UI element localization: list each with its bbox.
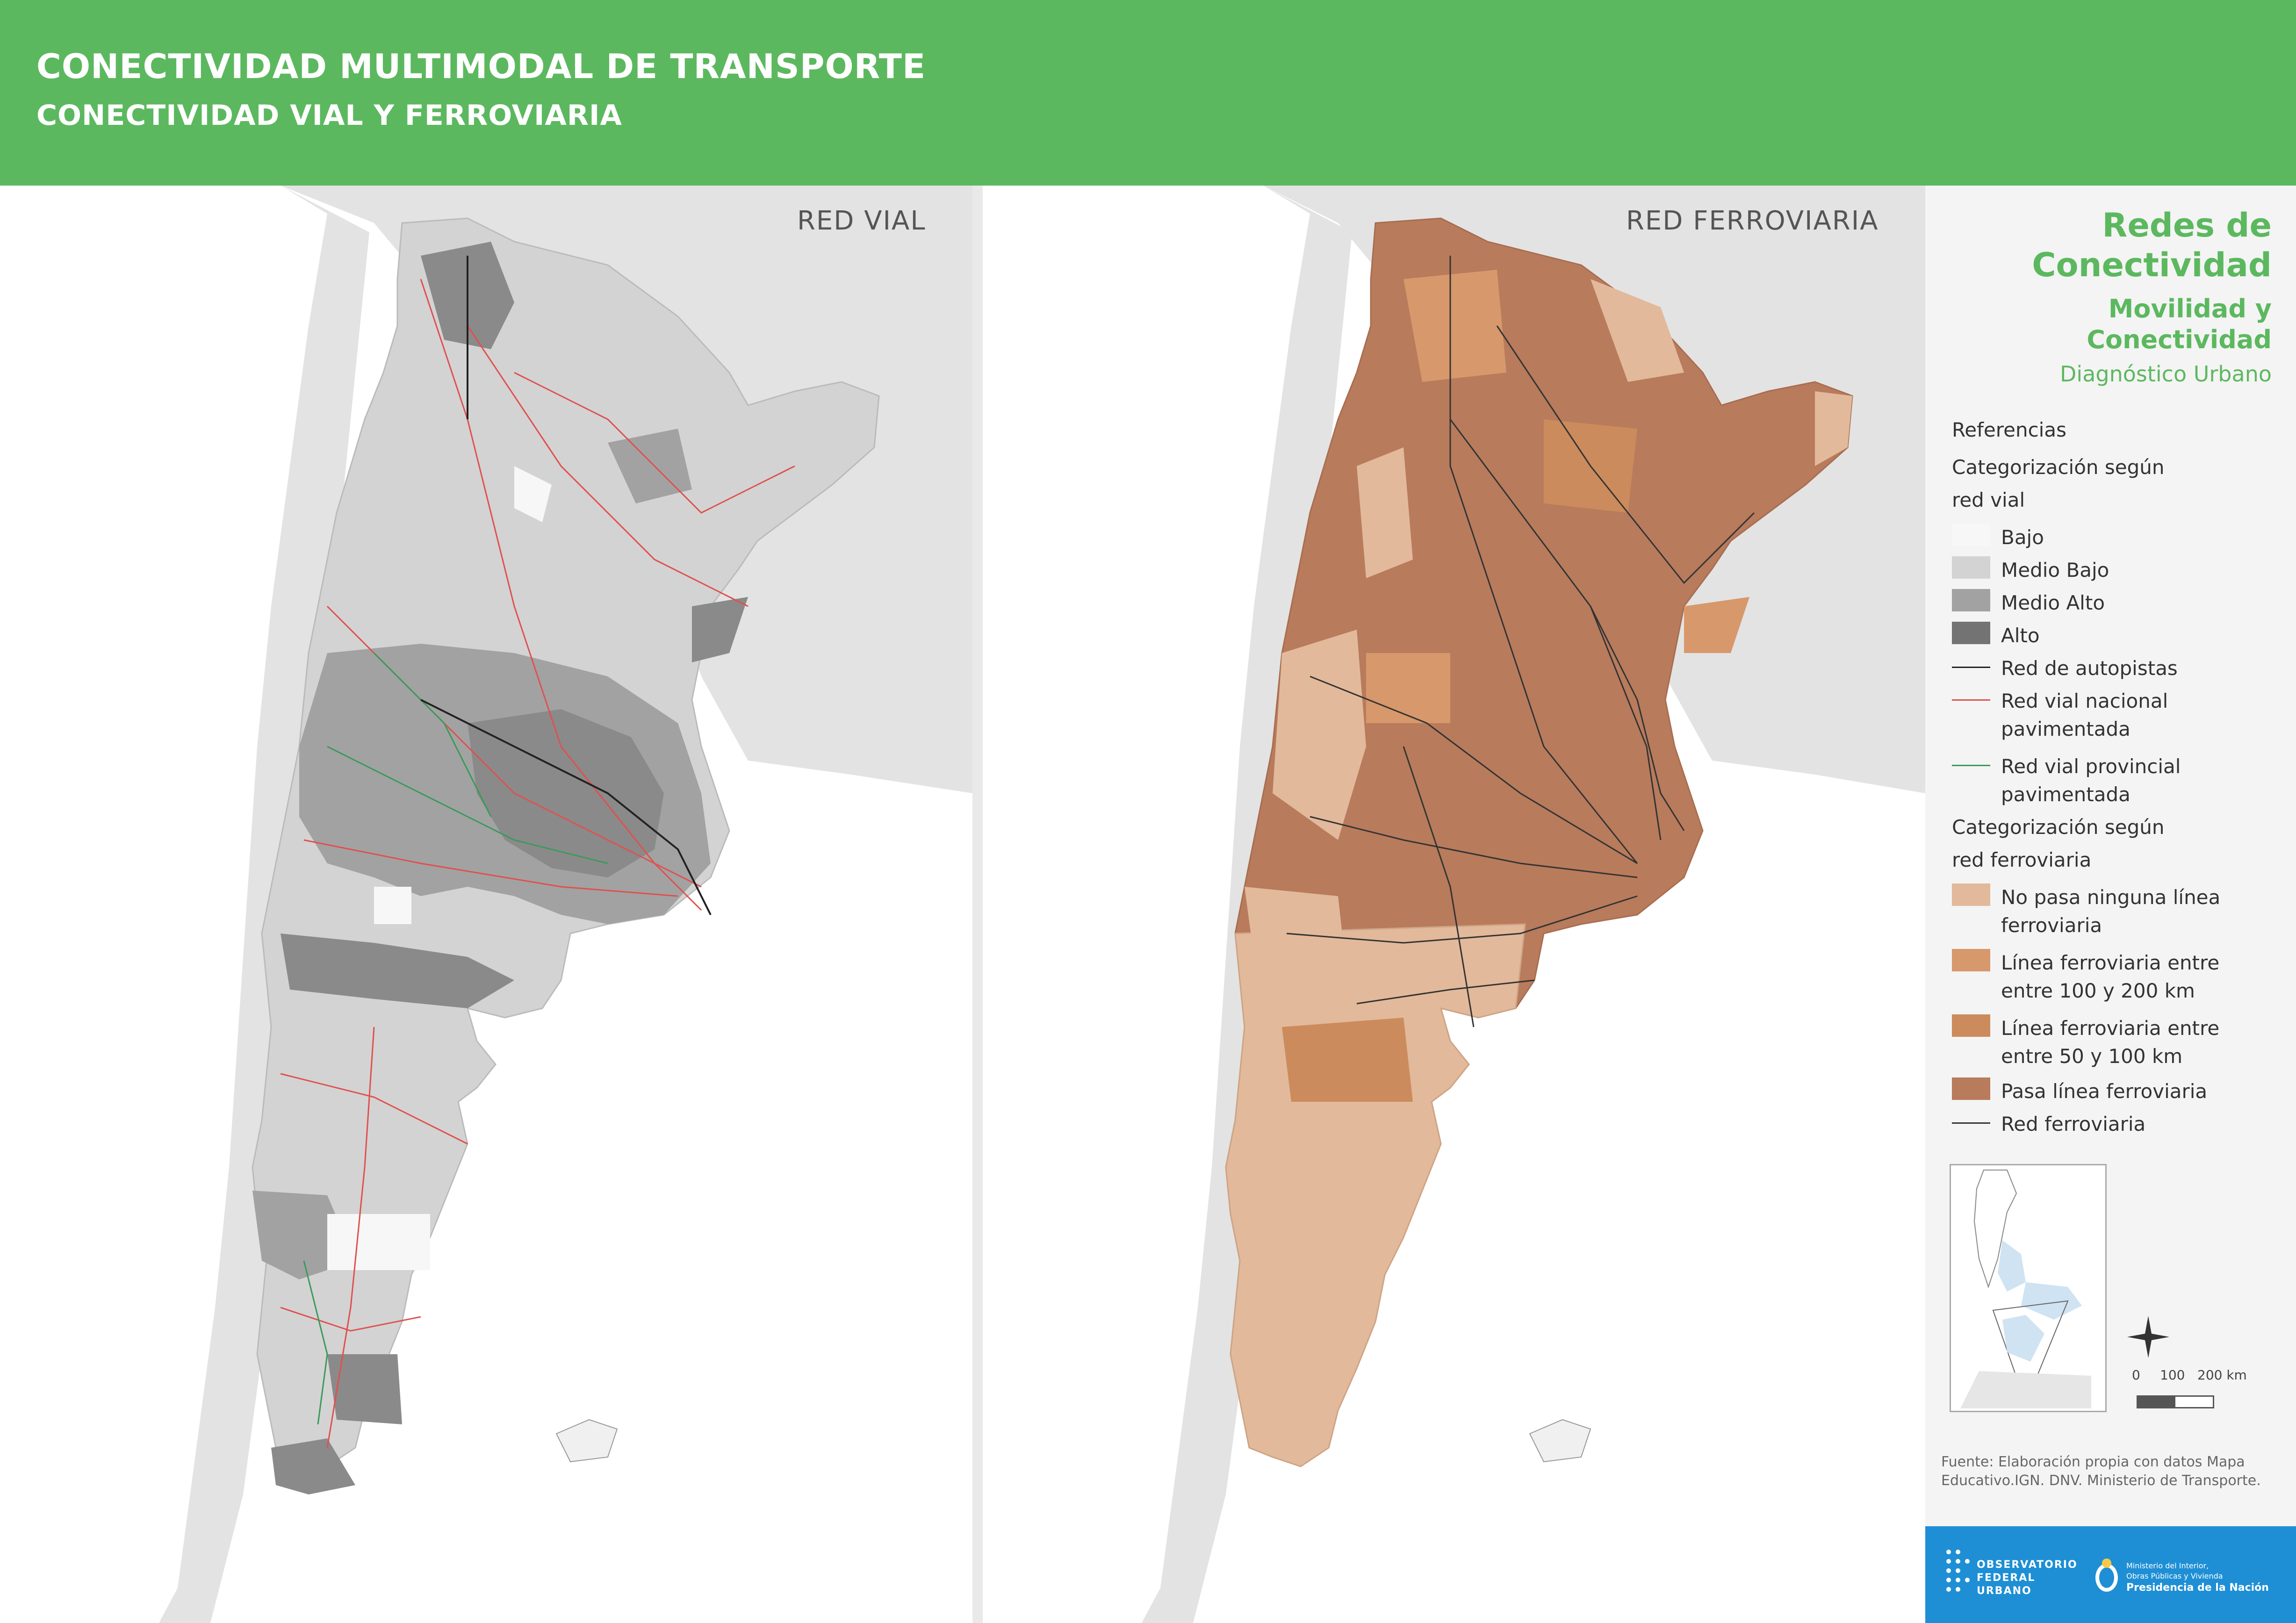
legend-label: Bajo (2001, 526, 2044, 549)
legend-label: Medio Alto (2001, 591, 2105, 614)
sidebar-subtitle-3: Diagnóstico Urbano (2060, 361, 2272, 387)
legend-swatch (1952, 589, 1990, 611)
legend-swatch (1952, 622, 1990, 644)
page-subtitle: CONECTIVIDAD VIAL Y FERROVIARIA (36, 99, 622, 132)
escudo-icon (2095, 1558, 2118, 1592)
legend-label: Red vial nacional (2001, 689, 2168, 712)
header-bar: CONECTIVIDAD MULTIMODAL DE TRANSPORTE CO… (0, 0, 2296, 186)
sidebar-title-2: Conectividad (2032, 246, 2272, 284)
legend-label: Alto (2001, 624, 2040, 647)
sidebar-subtitle-1: Movilidad y (2108, 294, 2272, 323)
source-note: Fuente: Elaboración propia con datos Map… (1941, 1454, 2261, 1489)
legend-line (1952, 765, 1990, 766)
scale-bar-fill (2138, 1397, 2175, 1407)
observatorio-text-1: OBSERVATORIO (1977, 1559, 2078, 1571)
observatorio-text-2: FEDERAL (1977, 1572, 2036, 1584)
legend-label-2: pavimentada (2001, 783, 2130, 806)
legend-swatch (1952, 556, 1990, 579)
legend-label: Línea ferroviaria entre (2001, 1017, 2220, 1040)
legend-line (1952, 1122, 1990, 1124)
observatorio-text-3: URBANO (1977, 1585, 2032, 1597)
legend-label: Pasa línea ferroviaria (2001, 1080, 2208, 1103)
sidebar-subtitle-2: Conectividad (2087, 325, 2272, 354)
inset-map-svg (1960, 1170, 2091, 1408)
legend-label: No pasa ninguna línea (2001, 886, 2221, 909)
red-ferroviaria-map-svg (1142, 186, 1925, 1623)
legend-label-2: entre 100 y 200 km (2001, 979, 2195, 1002)
legend-line (1952, 667, 1990, 668)
sidebar-title-1: Redes de (2102, 206, 2272, 244)
ministerio-text-2: Obras Públicas y Vivienda (2126, 1572, 2223, 1580)
legend-label-2: pavimentada (2001, 718, 2130, 740)
left-map-title: RED VIAL (797, 206, 926, 236)
legend-label-2: entre 50 y 100 km (2001, 1045, 2183, 1068)
legend-swatch (1952, 524, 1990, 546)
legend-vial-heading-1: Categorización según (1952, 456, 2165, 479)
legend-swatch (1952, 949, 1990, 971)
footer-logos: OBSERVATORIO FEDERAL URBANO Ministerio d… (1925, 1526, 2296, 1623)
legend-ferro-heading-1: Categorización según (1952, 816, 2165, 839)
right-map-title: RED FERROVIARIA (1626, 206, 1879, 236)
legend-swatch (1952, 1077, 1990, 1100)
compass-icon (2127, 1316, 2169, 1358)
observatorio-logo-icon (1946, 1550, 1970, 1592)
legend-label: Línea ferroviaria entre (2001, 951, 2220, 974)
legend-label-2: ferroviaria (2001, 914, 2102, 937)
legend-referencias: Referencias (1952, 418, 2066, 441)
inset-locator-map (1950, 1164, 2107, 1412)
map-red-ferroviaria[interactable] (983, 186, 1925, 1623)
page-title: CONECTIVIDAD MULTIMODAL DE TRANSPORTE (36, 47, 926, 86)
ministerio-text-1: Ministerio del Interior, (2126, 1561, 2209, 1570)
panel-divider (972, 186, 983, 1623)
legend-label: Red ferroviaria (2001, 1113, 2146, 1135)
legend-label: Red de autopistas (2001, 657, 2178, 680)
scale-label-0: 0 (2132, 1367, 2140, 1383)
presidencia-text: Presidencia de la Nación (2126, 1582, 2269, 1594)
legend-label: Red vial provincial (2001, 755, 2181, 778)
legend-label: Medio Bajo (2001, 559, 2109, 582)
legend-line (1952, 699, 1990, 701)
red-vial-map-svg (0, 186, 972, 1623)
legend-vial-heading-2: red vial (1952, 488, 2025, 511)
scale-label-100: 100 (2160, 1367, 2185, 1383)
map-red-vial[interactable] (0, 186, 972, 1623)
legend-ferro-heading-2: red ferroviaria (1952, 848, 2092, 871)
scale-label-200: 200 km (2197, 1367, 2247, 1383)
scale-bar (2137, 1395, 2214, 1408)
legend-swatch (1952, 883, 1990, 906)
legend-swatch (1952, 1014, 1990, 1037)
